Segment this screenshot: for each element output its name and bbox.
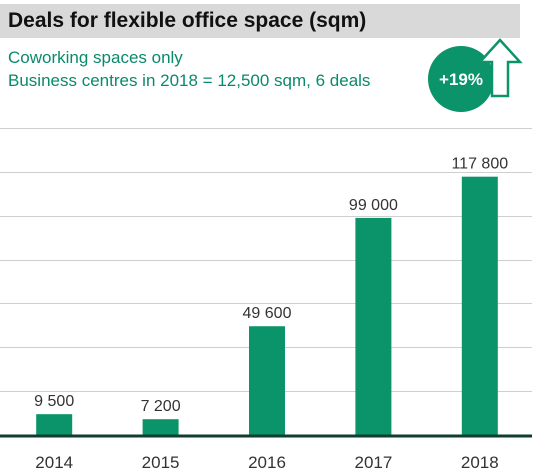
value-label: 49 600 xyxy=(243,305,292,322)
up-arrow-icon xyxy=(477,38,523,98)
value-label: 7 200 xyxy=(141,398,181,415)
bars xyxy=(36,176,498,435)
category-label: 2016 xyxy=(248,453,286,472)
category-label: 2015 xyxy=(142,453,180,472)
bar xyxy=(355,217,392,435)
value-label: 99 000 xyxy=(349,197,398,214)
value-labels: 9 500 7 200 49 600 99 000 117 800 xyxy=(34,156,508,416)
category-label: 2017 xyxy=(354,453,392,472)
value-label: 9 500 xyxy=(34,393,74,410)
bar xyxy=(36,414,73,435)
badge-circle xyxy=(428,46,494,112)
category-labels: 2014 2015 2016 2017 2018 xyxy=(35,453,498,472)
growth-badge: +19% xyxy=(428,38,523,112)
category-label: 2018 xyxy=(461,453,499,472)
badge-text: +19% xyxy=(439,70,483,89)
category-label: 2014 xyxy=(35,453,73,472)
bar xyxy=(142,419,179,435)
value-label: 117 800 xyxy=(451,156,508,173)
chart-title: Deals for flexible office space (sqm) xyxy=(8,9,367,32)
subtitle-line-1: Coworking spaces only xyxy=(8,48,183,67)
title-bar: Deals for flexible office space (sqm) xyxy=(0,4,520,38)
bar xyxy=(249,326,285,435)
bar xyxy=(461,176,498,435)
subtitle-line-2: Business centres in 2018 = 12,500 sqm, 6… xyxy=(8,71,371,90)
